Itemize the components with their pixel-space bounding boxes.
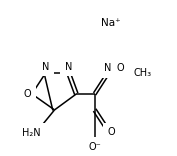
Text: O: O bbox=[117, 63, 125, 73]
Text: O: O bbox=[23, 89, 31, 99]
Text: H₂N: H₂N bbox=[22, 128, 41, 138]
Text: N: N bbox=[65, 62, 72, 72]
Text: CH₃: CH₃ bbox=[134, 68, 152, 78]
Text: Na⁺: Na⁺ bbox=[101, 18, 121, 28]
Text: O⁻: O⁻ bbox=[88, 142, 101, 152]
Text: N: N bbox=[42, 62, 50, 72]
Text: N: N bbox=[104, 63, 111, 73]
Text: O: O bbox=[108, 127, 115, 137]
